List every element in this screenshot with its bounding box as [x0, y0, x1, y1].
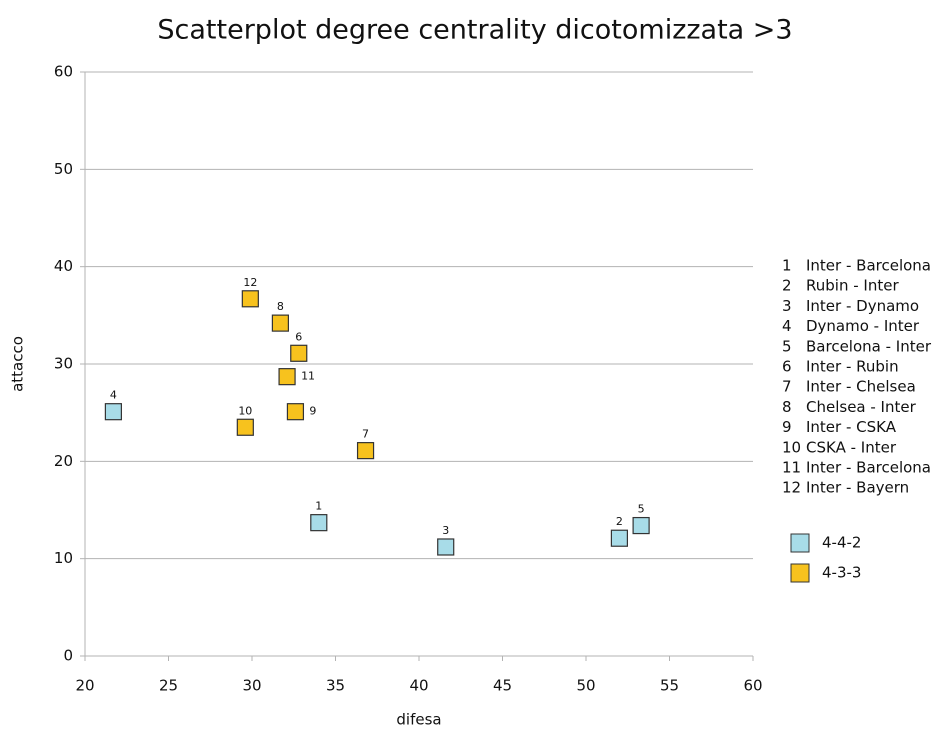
match-number: 11	[782, 459, 801, 477]
x-tick-label: 25	[159, 677, 178, 695]
chart-title: Scatterplot degree centrality dicotomizz…	[157, 15, 792, 46]
match-number: 4	[782, 317, 792, 335]
match-label: Inter - Barcelona	[806, 459, 931, 477]
y-tick-label: 20	[54, 452, 73, 470]
match-label: Inter - Barcelona	[806, 257, 931, 275]
y-tick-label: 50	[54, 160, 73, 178]
match-label: Chelsea - Inter	[806, 398, 917, 416]
x-tick-label: 60	[743, 677, 762, 695]
match-number: 1	[782, 257, 792, 275]
legend-swatch	[790, 563, 810, 583]
x-tick-label: 20	[75, 677, 94, 695]
y-axis-label: attacco	[9, 336, 27, 392]
y-tick-label: 10	[54, 549, 73, 567]
x-tick-label: 50	[576, 677, 595, 695]
legend-label: 4-3-3	[822, 564, 861, 582]
point-label: 11	[301, 370, 315, 383]
match-label: Dynamo - Inter	[806, 317, 920, 335]
point	[278, 368, 296, 386]
match-number: 5	[782, 337, 792, 355]
point-label: 4	[110, 389, 117, 402]
point	[104, 403, 122, 421]
point	[310, 514, 328, 532]
match-label: Inter - Dynamo	[806, 297, 919, 315]
match-label: Inter - Rubin	[806, 358, 899, 376]
match-label: Inter - CSKA	[806, 418, 897, 436]
point	[241, 290, 259, 308]
x-tick-label: 40	[409, 677, 428, 695]
point-label: 1	[315, 500, 322, 513]
point-label: 8	[277, 300, 284, 313]
match-number: 8	[782, 398, 792, 416]
legend-swatch	[790, 533, 810, 553]
x-tick-label: 30	[242, 677, 261, 695]
point-label: 12	[243, 276, 257, 289]
match-label: Rubin - Inter	[806, 277, 899, 295]
match-number: 3	[782, 297, 792, 315]
y-tick-label: 30	[54, 355, 73, 373]
point-label: 10	[238, 404, 252, 417]
point-label: 3	[442, 524, 449, 537]
match-number: 7	[782, 378, 792, 396]
point	[290, 344, 308, 362]
y-tick-label: 60	[54, 63, 73, 81]
x-tick-label: 55	[660, 677, 679, 695]
match-label: CSKA - Inter	[806, 438, 897, 456]
match-number: 9	[782, 418, 792, 436]
x-tick-label: 45	[493, 677, 512, 695]
point	[236, 418, 254, 436]
match-label: Barcelona - Inter	[806, 337, 932, 355]
x-axis-label: difesa	[396, 711, 441, 729]
match-number: 10	[782, 438, 801, 456]
match-number: 12	[782, 479, 801, 497]
point	[271, 314, 289, 332]
point	[437, 538, 455, 556]
match-number: 2	[782, 277, 792, 295]
point-label: 6	[295, 330, 302, 343]
point-label: 2	[616, 515, 623, 528]
point	[610, 529, 629, 547]
match-label: Inter - Chelsea	[806, 378, 916, 396]
point	[632, 516, 650, 535]
legend-label: 4-4-2	[822, 534, 861, 552]
point-label: 9	[309, 405, 316, 418]
y-tick-label: 0	[63, 647, 73, 665]
point-label: 5	[638, 503, 645, 516]
match-number: 6	[782, 358, 792, 376]
point	[356, 442, 375, 460]
point	[286, 403, 305, 421]
match-label: Inter - Bayern	[806, 479, 909, 497]
x-tick-label: 35	[326, 677, 345, 695]
point-label: 7	[362, 428, 369, 441]
y-tick-label: 40	[54, 257, 73, 275]
